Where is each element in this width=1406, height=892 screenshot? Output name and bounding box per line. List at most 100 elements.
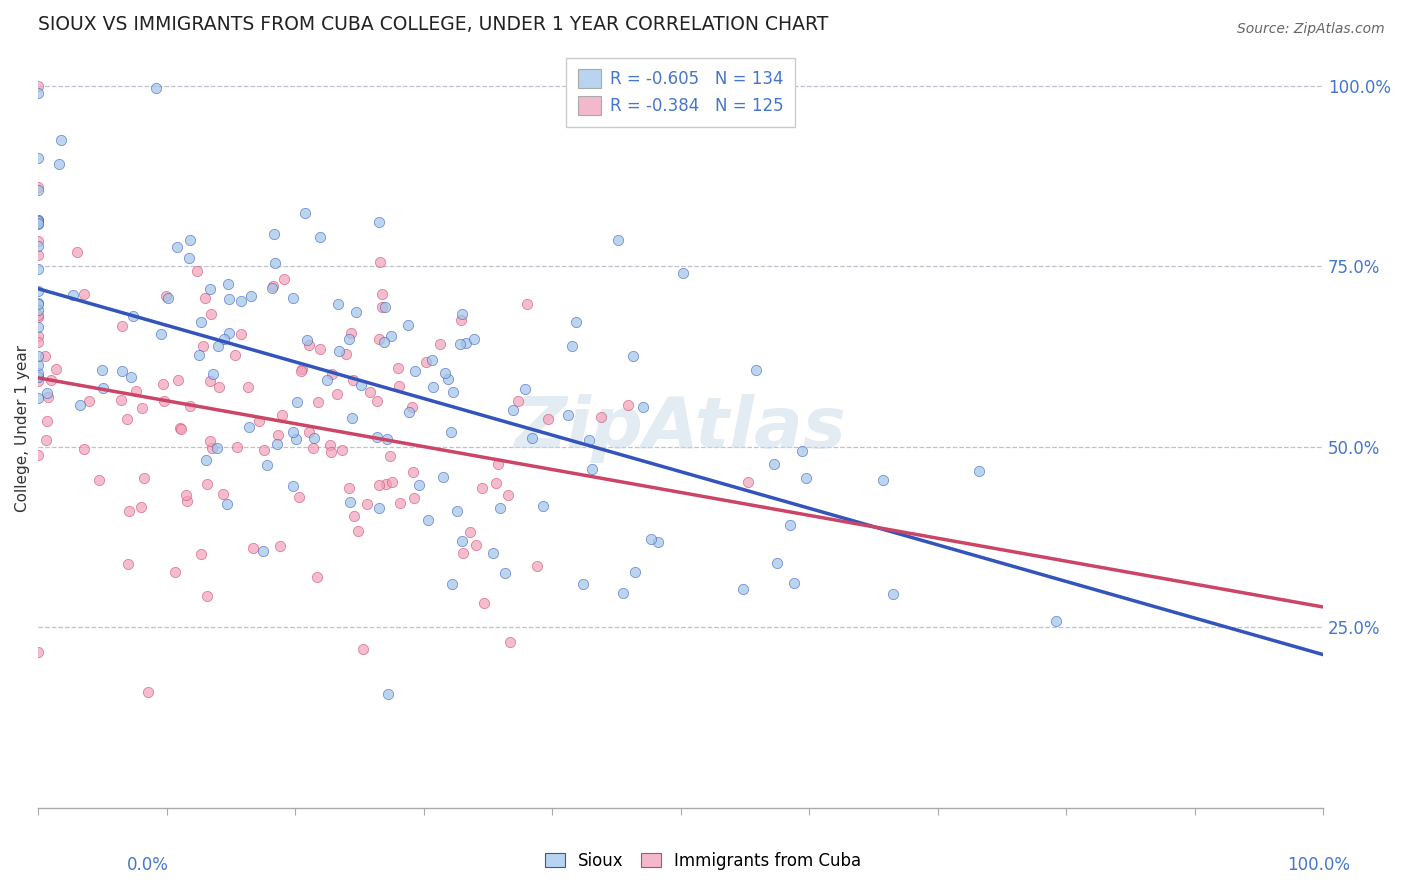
Point: [27, 217, 49, 231]
Point: [271, 408, 294, 422]
Point: [229, 327, 252, 342]
Point: [387, 360, 409, 375]
Point: [27, 334, 49, 349]
Point: [295, 334, 318, 348]
Point: [27, 369, 49, 384]
Point: [247, 414, 270, 428]
Point: [328, 343, 350, 358]
Point: [330, 442, 353, 457]
Point: [498, 488, 520, 502]
Point: [179, 399, 201, 413]
Point: [157, 291, 180, 305]
Point: [225, 440, 247, 454]
Point: [224, 348, 246, 362]
Point: [366, 393, 388, 408]
Point: [294, 206, 316, 220]
Point: [110, 319, 132, 334]
Point: [432, 469, 454, 483]
Point: [194, 291, 217, 305]
Text: ZipAtlas: ZipAtlas: [515, 394, 846, 463]
Point: [437, 372, 460, 386]
Point: [450, 533, 472, 548]
Point: [328, 297, 350, 311]
Point: [120, 370, 142, 384]
Point: [215, 497, 238, 511]
Point: [367, 501, 389, 516]
Point: [39, 373, 62, 387]
Point: [27, 247, 49, 261]
Point: [252, 544, 274, 558]
Point: [368, 254, 391, 268]
Point: [458, 524, 481, 539]
Point: [367, 332, 389, 346]
Legend: R = -0.605   N = 134, R = -0.384   N = 125: R = -0.605 N = 134, R = -0.384 N = 125: [567, 58, 794, 127]
Point: [27, 213, 49, 227]
Point: [115, 412, 138, 426]
Point: [212, 487, 235, 501]
Point: [266, 437, 288, 451]
Point: [882, 586, 904, 600]
Point: [73, 442, 96, 457]
Point: [631, 401, 654, 415]
Text: SIOUX VS IMMIGRANTS FROM CUBA COLLEGE, UNDER 1 YEAR CORRELATION CHART: SIOUX VS IMMIGRANTS FROM CUBA COLLEGE, U…: [38, 15, 828, 34]
Point: [429, 336, 451, 351]
Point: [188, 348, 211, 362]
Point: [198, 374, 221, 388]
Point: [450, 337, 472, 351]
Point: [745, 363, 768, 377]
Point: [27, 358, 49, 372]
Point: [388, 379, 411, 393]
Point: [238, 420, 260, 434]
Point: [208, 380, 231, 394]
Point: [326, 387, 349, 401]
Point: [370, 286, 392, 301]
Point: [451, 546, 474, 560]
Point: [374, 301, 396, 315]
Point: [37, 390, 59, 404]
Point: [347, 524, 370, 538]
Point: [91, 363, 114, 377]
Point: [239, 289, 262, 303]
Point: [340, 410, 363, 425]
Point: [298, 425, 321, 440]
Point: [450, 308, 472, 322]
Point: [79, 394, 101, 409]
Point: [342, 372, 364, 386]
Point: [401, 400, 423, 414]
Point: [27, 448, 49, 462]
Point: [465, 538, 488, 552]
Point: [319, 445, 342, 459]
Point: [581, 462, 603, 476]
Point: [73, 286, 96, 301]
Legend: Sioux, Immigrants from Cuba: Sioux, Immigrants from Cuba: [540, 847, 866, 875]
Point: [737, 475, 759, 489]
Point: [396, 318, 419, 332]
Point: [377, 687, 399, 701]
Point: [27, 78, 49, 93]
Point: [287, 395, 309, 409]
Point: [463, 332, 485, 346]
Point: [198, 282, 221, 296]
Point: [165, 565, 187, 579]
Point: [27, 261, 49, 276]
Point: [207, 339, 229, 353]
Point: [134, 471, 156, 485]
Point: [190, 315, 212, 329]
Point: [302, 432, 325, 446]
Point: [321, 367, 343, 381]
Text: 0.0%: 0.0%: [127, 856, 169, 874]
Point: [591, 410, 613, 425]
Point: [155, 289, 177, 303]
Point: [794, 471, 817, 485]
Point: [319, 438, 342, 452]
Point: [557, 408, 579, 422]
Point: [35, 413, 58, 427]
Point: [201, 441, 224, 455]
Point: [27, 308, 49, 322]
Point: [48, 157, 70, 171]
Point: [489, 501, 512, 516]
Point: [193, 338, 215, 352]
Point: [236, 380, 259, 394]
Point: [343, 508, 366, 523]
Point: [273, 272, 295, 286]
